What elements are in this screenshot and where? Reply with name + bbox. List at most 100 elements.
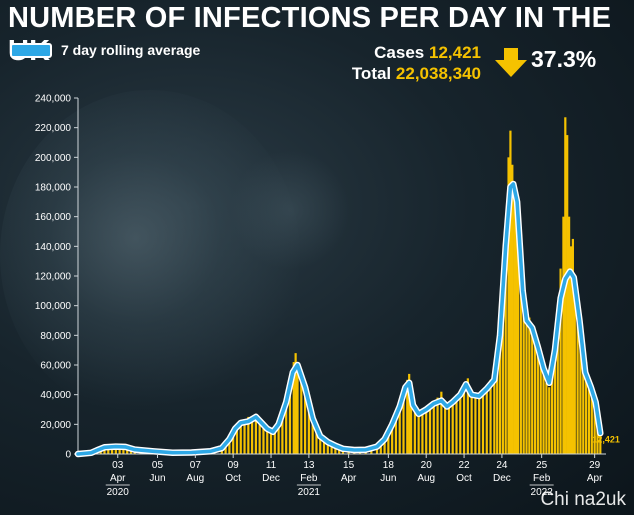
bar [573, 290, 576, 454]
watermark: Chi na2uk [540, 489, 626, 510]
bar [122, 446, 125, 454]
y-tick-label: 80,000 [40, 331, 71, 342]
bar [409, 391, 413, 454]
bar [292, 362, 295, 454]
bar [516, 231, 520, 454]
bar [567, 216, 571, 454]
cases-row: Cases 12,421 [352, 42, 481, 63]
bar [243, 419, 246, 454]
bar [485, 385, 488, 454]
end-value-label: 12,421 [592, 435, 620, 445]
bar [277, 422, 280, 454]
x-tick-sublabel: Dec [262, 473, 280, 484]
bar [258, 421, 261, 454]
x-tick-sublabel: Oct [456, 473, 472, 484]
x-tick-label: 07 [190, 460, 202, 471]
bar [224, 444, 227, 454]
bar [513, 187, 516, 454]
x-tick-sublabel: Jun [380, 473, 396, 484]
x-tick-sublabel: Aug [417, 473, 435, 484]
bar [533, 342, 537, 454]
bar [266, 430, 269, 454]
bar [571, 238, 574, 454]
bar [590, 391, 593, 454]
cases-label: Cases [374, 43, 425, 62]
bar [425, 408, 428, 454]
x-tick-label: 24 [496, 460, 508, 471]
x-tick-sublabel: Dec [493, 473, 511, 484]
bar [522, 313, 525, 454]
x-tick-label: 18 [383, 460, 395, 471]
bar [481, 390, 485, 454]
y-tick-label: 160,000 [35, 212, 72, 223]
total-row: Total 22,038,340 [352, 63, 481, 84]
bar [391, 422, 394, 454]
x-tick-sublabel: Apr [341, 473, 357, 484]
bar [593, 397, 596, 454]
x-tick-label: 11 [266, 460, 277, 471]
bar [562, 216, 565, 454]
bar [440, 391, 443, 454]
bar [406, 379, 409, 454]
bar [531, 335, 534, 454]
bar [498, 320, 502, 454]
bar [501, 278, 504, 454]
bar [413, 405, 416, 454]
bar [114, 446, 117, 454]
bar [459, 390, 462, 454]
bar [379, 442, 382, 454]
bar [579, 335, 582, 454]
x-tick-sublabel: Jun [149, 473, 165, 484]
x-year-label: 2021 [298, 487, 321, 498]
bar [585, 362, 588, 454]
bar [232, 433, 235, 454]
cases-value: 12,421 [429, 43, 481, 62]
bar [330, 444, 333, 454]
x-tick-label: 05 [152, 460, 164, 471]
bar [417, 412, 420, 454]
bar [511, 164, 514, 454]
bar [303, 391, 307, 454]
virus-background-image [0, 90, 300, 420]
x-tick-sublabel: Feb [533, 473, 551, 484]
bar [493, 372, 496, 454]
bar [470, 393, 473, 454]
bar [436, 397, 439, 454]
legend-swatch-rolling-average [10, 42, 52, 58]
x-tick-sublabel: Aug [186, 473, 204, 484]
bar [525, 323, 528, 454]
bar [559, 268, 562, 454]
bar [239, 422, 242, 454]
x-year-label: 2022 [531, 487, 554, 498]
bar [444, 405, 447, 454]
bar [545, 382, 548, 454]
x-tick-label: 29 [589, 460, 601, 471]
bar [383, 438, 386, 454]
bar [421, 410, 424, 454]
bar [235, 427, 239, 454]
bar [398, 405, 401, 454]
bar [300, 376, 303, 454]
x-tick-sublabel: Apr [110, 473, 126, 484]
y-tick-label: 100,000 [35, 301, 72, 312]
bar [315, 428, 318, 454]
x-tick-label: 22 [459, 460, 471, 471]
total-value: 22,038,340 [395, 64, 481, 83]
bar [451, 399, 454, 454]
bar [536, 350, 539, 454]
bar [408, 373, 411, 454]
stats-summary: Cases 12,421 Total 22,038,340 [352, 42, 481, 84]
bar [566, 135, 569, 455]
legend-label: 7 day rolling average [61, 42, 201, 58]
bar [596, 416, 599, 454]
bar [455, 394, 458, 454]
bar [553, 342, 557, 454]
rolling-average-line [76, 182, 603, 456]
y-tick-label: 40,000 [40, 390, 71, 401]
bar [281, 413, 284, 454]
bar [285, 400, 288, 454]
bar [576, 313, 579, 454]
bar [247, 416, 250, 454]
bar [478, 394, 481, 454]
